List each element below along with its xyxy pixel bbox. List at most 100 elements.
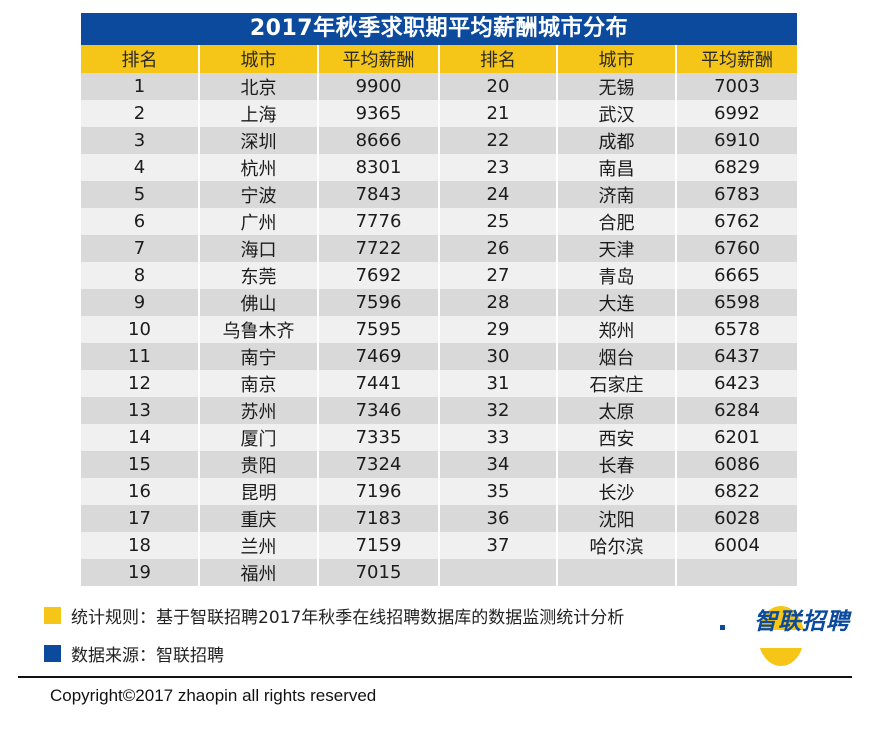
salary-cell: 7843 <box>317 181 440 208</box>
blue-square-icon <box>44 645 61 662</box>
logo-text: 智联招聘 <box>754 609 850 635</box>
city-cell: 宁波 <box>198 181 319 208</box>
city-cell: 厦门 <box>198 424 319 451</box>
rank-cell: 34 <box>438 451 558 478</box>
salary-cell: 6284 <box>675 397 797 424</box>
table-row: 15 贵阳 7324 34 长春 6086 <box>81 451 797 478</box>
salary-cell: 7469 <box>317 343 440 370</box>
table-row: 19 福州 7015 <box>81 559 797 586</box>
city-cell: 上海 <box>198 100 319 127</box>
salary-cell: 9365 <box>317 100 440 127</box>
table-row: 5 宁波 7843 24 济南 6783 <box>81 181 797 208</box>
table-row: 8 东莞 7692 27 青岛 6665 <box>81 262 797 289</box>
rank-cell: 8 <box>81 262 200 289</box>
salary-cell: 6910 <box>675 127 797 154</box>
city-cell: 南昌 <box>556 154 677 181</box>
header-salary: 平均薪酬 <box>317 45 440 73</box>
city-cell: 南京 <box>198 370 319 397</box>
table-title: 2017年秋季求职期平均薪酬城市分布 <box>81 13 797 45</box>
rank-cell: 10 <box>81 316 200 343</box>
salary-cell: 6437 <box>675 343 797 370</box>
salary-cell <box>675 559 797 586</box>
rank-cell: 32 <box>438 397 558 424</box>
city-cell: 西安 <box>556 424 677 451</box>
footer-divider <box>18 676 852 678</box>
rank-cell: 14 <box>81 424 200 451</box>
rank-cell: 27 <box>438 262 558 289</box>
city-cell: 长春 <box>556 451 677 478</box>
rank-cell: 20 <box>438 73 558 100</box>
salary-cell: 7003 <box>675 73 797 100</box>
city-cell: 广州 <box>198 208 319 235</box>
salary-cell: 7692 <box>317 262 440 289</box>
table-row: 7 海口 7722 26 天津 6760 <box>81 235 797 262</box>
city-cell: 北京 <box>198 73 319 100</box>
city-cell: 深圳 <box>198 127 319 154</box>
table-row: 6 广州 7776 25 合肥 6762 <box>81 208 797 235</box>
header-city: 城市 <box>198 45 319 73</box>
city-cell: 大连 <box>556 289 677 316</box>
salary-cell: 7324 <box>317 451 440 478</box>
rank-cell: 25 <box>438 208 558 235</box>
header-rank: 排名 <box>81 45 200 73</box>
legend-source-text: 数据来源：智联招聘 <box>71 646 224 666</box>
salary-cell: 8301 <box>317 154 440 181</box>
city-cell: 佛山 <box>198 289 319 316</box>
rank-cell: 7 <box>81 235 200 262</box>
table-row: 12 南京 7441 31 石家庄 6423 <box>81 370 797 397</box>
city-cell: 杭州 <box>198 154 319 181</box>
table-row: 9 佛山 7596 28 大连 6598 <box>81 289 797 316</box>
salary-cell: 6086 <box>675 451 797 478</box>
salary-cell: 6992 <box>675 100 797 127</box>
rank-cell: 18 <box>81 532 200 559</box>
salary-table: 排名 城市 平均薪酬 排名 城市 平均薪酬 1 北京 9900 20 无锡 7003 2 上海… <box>81 45 797 586</box>
table-row: 10 乌鲁木齐 7595 29 郑州 6578 <box>81 316 797 343</box>
rank-cell: 21 <box>438 100 558 127</box>
rank-cell: 30 <box>438 343 558 370</box>
rank-cell: 23 <box>438 154 558 181</box>
rank-cell: 4 <box>81 154 200 181</box>
rank-cell: 17 <box>81 505 200 532</box>
city-cell: 贵阳 <box>198 451 319 478</box>
salary-cell: 9900 <box>317 73 440 100</box>
rank-cell: 1 <box>81 73 200 100</box>
legend-rule-text: 统计规则：基于智联招聘2017年秋季在线招聘数据库的数据监测统计分析 <box>71 608 625 628</box>
salary-cell: 7595 <box>317 316 440 343</box>
table-row: 18 兰州 7159 37 哈尔滨 6004 <box>81 532 797 559</box>
rank-cell: 22 <box>438 127 558 154</box>
rank-cell: 12 <box>81 370 200 397</box>
salary-cell: 7159 <box>317 532 440 559</box>
salary-cell: 6578 <box>675 316 797 343</box>
table-row: 13 苏州 7346 32 太原 6284 <box>81 397 797 424</box>
rank-cell: 9 <box>81 289 200 316</box>
city-cell: 南宁 <box>198 343 319 370</box>
table-row: 4 杭州 8301 23 南昌 6829 <box>81 154 797 181</box>
table-row: 3 深圳 8666 22 成都 6910 <box>81 127 797 154</box>
header-salary: 平均薪酬 <box>675 45 797 73</box>
table-row: 11 南宁 7469 30 烟台 6437 <box>81 343 797 370</box>
salary-cell: 8666 <box>317 127 440 154</box>
rank-cell: 37 <box>438 532 558 559</box>
city-cell: 昆明 <box>198 478 319 505</box>
rank-cell: 19 <box>81 559 200 586</box>
rank-cell: 26 <box>438 235 558 262</box>
salary-cell: 7183 <box>317 505 440 532</box>
table-row: 14 厦门 7335 33 西安 6201 <box>81 424 797 451</box>
city-cell: 海口 <box>198 235 319 262</box>
salary-cell: 6762 <box>675 208 797 235</box>
rank-cell: 31 <box>438 370 558 397</box>
table-row: 1 北京 9900 20 无锡 7003 <box>81 73 797 100</box>
yellow-square-icon <box>44 607 61 624</box>
city-cell: 武汉 <box>556 100 677 127</box>
salary-cell: 6028 <box>675 505 797 532</box>
city-cell: 成都 <box>556 127 677 154</box>
city-cell: 哈尔滨 <box>556 532 677 559</box>
rank-cell: 15 <box>81 451 200 478</box>
city-cell: 东莞 <box>198 262 319 289</box>
city-cell: 天津 <box>556 235 677 262</box>
city-cell: 长沙 <box>556 478 677 505</box>
city-cell: 沈阳 <box>556 505 677 532</box>
salary-cell: 7776 <box>317 208 440 235</box>
salary-cell: 6760 <box>675 235 797 262</box>
rank-cell <box>438 559 558 586</box>
